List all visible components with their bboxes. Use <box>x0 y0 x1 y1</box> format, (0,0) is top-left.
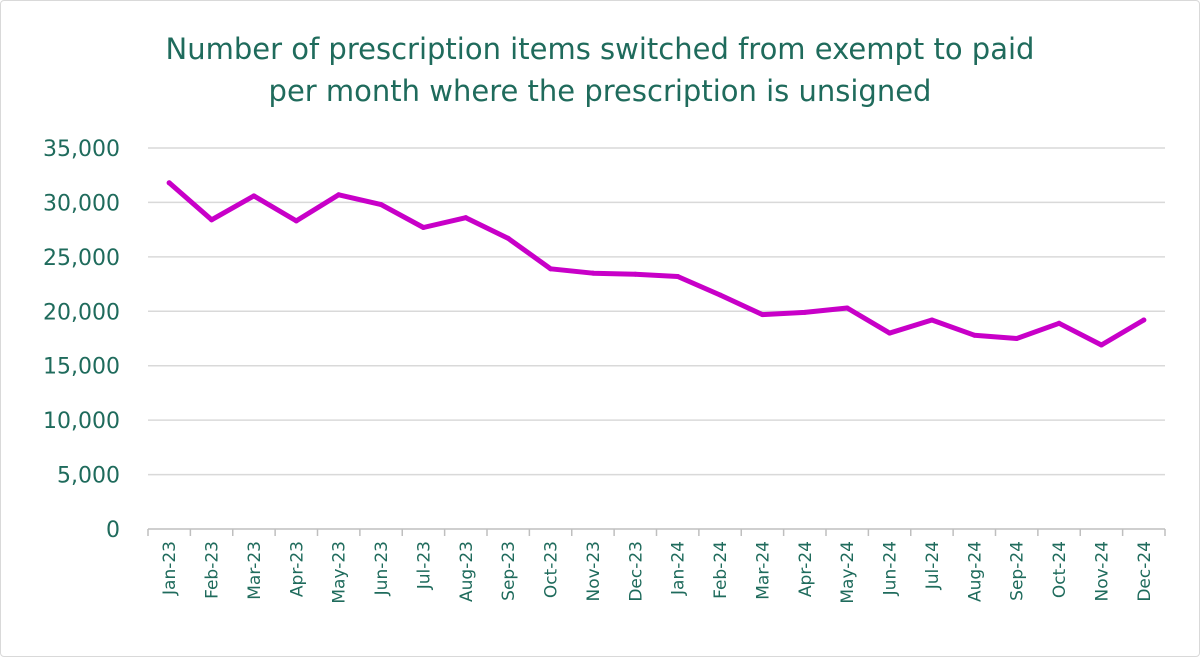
y-tick-label: 5,000 <box>57 464 120 489</box>
y-tick-label: 30,000 <box>43 191 120 216</box>
x-tick-label: Sep-24 <box>1008 541 1028 601</box>
x-tick-label: Aug-24 <box>965 541 985 602</box>
data-point <box>802 309 808 315</box>
x-tick-label: Jan-23 <box>160 541 180 596</box>
x-tick-label: Oct-23 <box>542 541 562 598</box>
data-point <box>1141 317 1147 323</box>
data-point <box>166 180 172 186</box>
x-tick-label: Jun-23 <box>372 541 392 596</box>
x-tick-label: Mar-24 <box>753 541 773 600</box>
data-point <box>420 224 426 230</box>
x-tick-label: Nov-24 <box>1092 541 1112 602</box>
data-point <box>251 193 257 199</box>
x-tick-label: Jul-24 <box>923 541 943 590</box>
x-tick-label: Feb-23 <box>203 541 223 599</box>
series-line <box>166 180 1147 348</box>
chart-title: Number of prescription items switched fr… <box>0 28 1200 112</box>
x-tick-label: Sep-23 <box>499 541 519 601</box>
data-point <box>1098 342 1104 348</box>
data-point <box>929 317 935 323</box>
y-tick-label: 25,000 <box>43 246 120 271</box>
x-tick-label: Jul-23 <box>414 541 434 590</box>
x-tick-label: Jun-24 <box>881 541 901 596</box>
chart-title-line-2: per month where the prescription is unsi… <box>268 74 932 108</box>
y-tick-label: 15,000 <box>43 355 120 380</box>
x-tick-label: Apr-23 <box>287 541 307 597</box>
x-tick-label: Mar-23 <box>245 541 265 600</box>
data-point <box>971 332 977 338</box>
x-tick-label: Apr-24 <box>796 541 816 597</box>
chart-title-line-1: Number of prescription items switched fr… <box>165 32 1035 66</box>
data-point <box>717 292 723 298</box>
data-point <box>887 330 893 336</box>
data-point <box>505 235 511 241</box>
x-tick-label: Feb-24 <box>711 541 731 599</box>
x-tick-label: Dec-23 <box>626 541 646 602</box>
data-point <box>293 218 299 224</box>
data-point <box>378 202 384 208</box>
x-tick-label: Dec-24 <box>1135 541 1155 602</box>
x-tick-label: Aug-23 <box>457 541 477 602</box>
y-tick-label: 10,000 <box>43 409 120 434</box>
data-point <box>675 273 681 279</box>
x-tick-label: May-23 <box>330 541 350 604</box>
x-tick-label: Nov-23 <box>584 541 604 602</box>
y-tick-label: 0 <box>106 518 120 543</box>
data-point <box>1056 320 1062 326</box>
x-tick-label: Jan-24 <box>669 541 689 596</box>
data-point <box>548 266 554 272</box>
data-point <box>759 312 765 318</box>
data-point <box>209 217 215 223</box>
x-tick-label: Oct-24 <box>1050 541 1070 598</box>
data-point <box>632 271 638 277</box>
data-point <box>590 270 596 276</box>
data-point <box>463 215 469 221</box>
data-point <box>844 305 850 311</box>
data-point <box>336 192 342 198</box>
y-tick-label: 20,000 <box>43 300 120 325</box>
data-point <box>1014 336 1020 341</box>
y-tick-label: 35,000 <box>43 137 120 162</box>
x-tick-label: May-24 <box>838 541 858 604</box>
